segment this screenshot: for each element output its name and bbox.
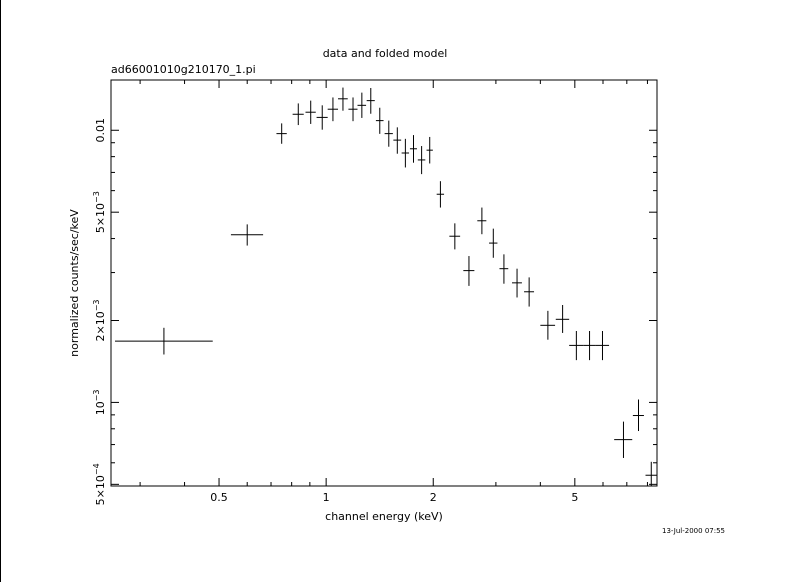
data-point: [426, 136, 433, 164]
data-point: [327, 97, 339, 122]
data-point: [512, 268, 522, 298]
data-point: [569, 330, 584, 361]
data-point: [632, 399, 644, 432]
x-tick-label: 5: [571, 491, 578, 504]
data-point: [499, 254, 509, 284]
x-tick-label: 0.5: [210, 491, 228, 504]
data-point: [645, 461, 657, 486]
data-point: [449, 223, 461, 250]
data-point: [489, 228, 498, 258]
data-point: [417, 146, 426, 175]
plot-frame: [110, 79, 658, 487]
x-tick-label: 2: [430, 491, 437, 504]
chart-subtitle: ad66001010g210170_1.pi: [111, 63, 256, 76]
data-point: [357, 92, 367, 118]
data-point: [409, 135, 417, 163]
data-point: [540, 310, 556, 340]
data-point: [292, 103, 304, 126]
data-point: [230, 224, 264, 246]
y-tick-label: 5×10−3: [92, 191, 107, 233]
data-point: [595, 330, 610, 361]
y-tick-label: 2×10−3: [92, 299, 107, 341]
data-point: [463, 256, 475, 286]
timestamp: 13-Jul-2000 07:55: [662, 527, 725, 535]
data-point: [276, 123, 287, 144]
x-tick-label: 1: [323, 491, 330, 504]
data-point: [316, 105, 328, 130]
data-point: [555, 304, 570, 333]
axis-ticks: [111, 80, 657, 486]
chart-title: data and folded model: [323, 47, 448, 60]
data-point: [393, 127, 402, 154]
data-point: [614, 421, 633, 458]
y-tick-label: 5×10−4: [92, 463, 107, 505]
data-point: [366, 87, 375, 114]
data-point: [583, 330, 596, 361]
x-tick-labels: 0.5 1 2 5: [210, 491, 578, 504]
data-point: [338, 87, 348, 111]
data-point: [436, 181, 445, 208]
data-points: [114, 87, 657, 486]
window-left-edge: [0, 0, 1, 582]
data-point: [305, 100, 316, 124]
data-point: [477, 207, 487, 235]
x-axis-label: channel energy (keV): [325, 510, 443, 523]
data-point: [401, 138, 410, 168]
y-tick-label: 0.01: [94, 118, 107, 143]
data-point: [524, 277, 535, 307]
data-point: [375, 107, 384, 134]
y-tick-labels: 5×10−4 10−3 2×10−3 5×10−3 0.01: [92, 118, 107, 505]
y-tick-label: 10−3: [92, 390, 107, 416]
y-axis-label: normalized counts/sec/keV: [68, 209, 81, 357]
data-point: [114, 327, 213, 355]
data-point: [348, 97, 358, 122]
data-point: [384, 120, 393, 147]
